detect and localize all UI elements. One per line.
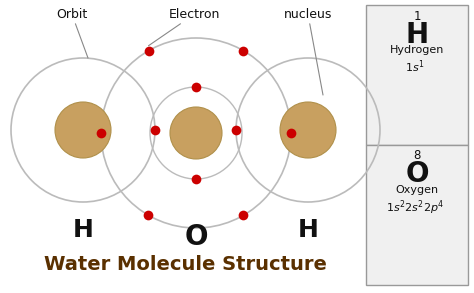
Text: Water Molecule Structure: Water Molecule Structure [44, 255, 327, 274]
Text: 8: 8 [413, 149, 421, 162]
Text: nucleus: nucleus [284, 8, 332, 95]
Text: O: O [405, 160, 429, 188]
Text: H: H [298, 218, 319, 242]
Circle shape [280, 102, 336, 158]
Circle shape [55, 102, 111, 158]
Bar [366, 145, 468, 285]
Text: $1s^1$: $1s^1$ [405, 58, 425, 75]
Text: 1: 1 [413, 10, 421, 23]
Text: H: H [73, 218, 93, 242]
Text: H: H [405, 21, 428, 49]
Text: $1s^22s^22p^4$: $1s^22s^22p^4$ [386, 198, 444, 217]
Text: O: O [184, 223, 208, 251]
Text: Hydrogen: Hydrogen [390, 45, 444, 55]
Bar [366, 5, 468, 145]
Text: Orbit: Orbit [56, 8, 88, 58]
Circle shape [170, 107, 222, 159]
Text: Electron: Electron [148, 8, 219, 46]
Text: Oxygen: Oxygen [395, 185, 438, 195]
